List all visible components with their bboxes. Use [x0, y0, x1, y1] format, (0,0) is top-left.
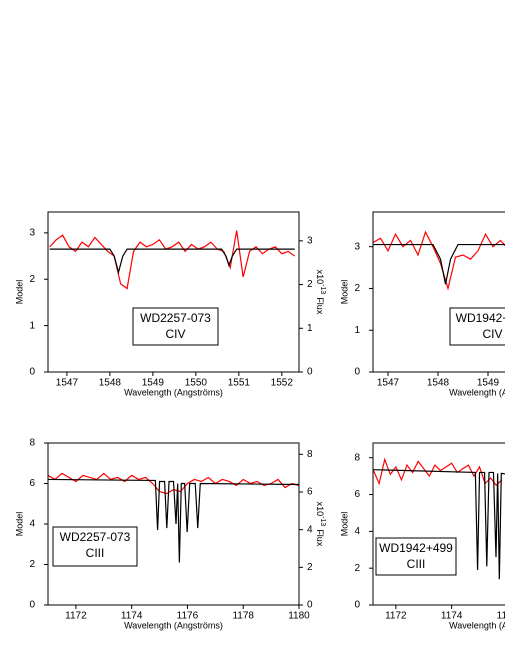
y-tick-label: 0	[29, 600, 35, 611]
x-tick-label: 1548	[99, 378, 122, 389]
x-tick-label: 1176	[177, 611, 199, 622]
x-axis-label: Wavelength (Angströms)	[124, 387, 223, 397]
x-tick-label: 1174	[441, 611, 463, 622]
y-tick-label: 1	[354, 325, 360, 336]
y-axis-label: Model	[339, 280, 349, 305]
annotation-text: WD1942+499	[456, 311, 505, 325]
panel: 0 2 4 6 8 1172 1174 1176 1178 1180 Wavelength (Ang…	[14, 438, 326, 631]
x-tick-label: 1550	[185, 378, 208, 389]
y2-tick-label: 2	[307, 562, 313, 573]
y2-label-exp: -13	[319, 284, 326, 294]
x-tick-label: 1547	[377, 378, 400, 389]
panel: 0 1 2 3 1547 1548 1549 1550 1551 1552 Wavelength (…	[14, 211, 327, 397]
x-tick-label: 1180	[288, 611, 310, 622]
plot-frame	[372, 211, 505, 373]
x-tick-label: 1178	[232, 611, 254, 622]
spectrum-line	[373, 457, 503, 487]
annotation-text: WD2257-073	[60, 530, 131, 544]
y2-label-unit: Flux	[315, 297, 325, 315]
y-tick-label: 6	[29, 478, 35, 489]
x-axis-label: Wavelength (Angströms)	[449, 620, 505, 630]
y-axis-label: Model	[339, 512, 349, 537]
x-tick-label: 1549	[142, 378, 165, 389]
annotation-box	[132, 307, 219, 346]
y-tick-label: 2	[29, 559, 35, 570]
spectrum-line	[48, 478, 299, 563]
spectrum-line	[373, 243, 505, 285]
x-tick-label: 1172	[385, 611, 407, 622]
annotation-text: WD2257-073	[140, 311, 211, 325]
y-axis-label: Model	[14, 280, 24, 305]
annotation-text: CIII	[407, 557, 426, 571]
spectrum-line	[373, 230, 505, 291]
x-tick-label: 1547	[56, 378, 79, 389]
y-tick-label: 2	[354, 563, 360, 574]
plot-frame	[47, 442, 300, 606]
y-tick-label: 2	[354, 283, 360, 294]
x-tick-label: 1552	[271, 378, 294, 389]
y2-axis-label: x10-13 Flux	[315, 270, 327, 315]
annotation-text: WD1942+499	[379, 541, 453, 555]
y2-tick-label: 2	[307, 279, 313, 290]
annotation-box	[449, 307, 505, 346]
y-tick-label: 4	[29, 519, 35, 530]
annotation-text: CIV	[482, 327, 502, 341]
y2-axis-label: x10-13 Flux	[315, 502, 327, 547]
x-axis-label: Wavelength (Angströms)	[449, 387, 505, 397]
x-tick-label: 1174	[121, 611, 143, 622]
panel: 012315471548154915501551Wavelength (Angs…	[339, 211, 505, 397]
x-tick-label: 1172	[65, 611, 87, 622]
annotation-box	[52, 526, 138, 567]
y2-tick-label: 1	[307, 323, 313, 334]
annotation-text: CIII	[86, 546, 105, 560]
y2-tick-label: 6	[307, 487, 313, 498]
y-tick-label: 4	[354, 526, 360, 537]
x-tick-label: 1176	[497, 611, 505, 622]
y-tick-label: 0	[354, 367, 360, 378]
x-tick-label: 1549	[477, 378, 500, 389]
y2-label-exp: -13	[319, 516, 326, 526]
spectrum-line	[49, 230, 296, 290]
y2-tick-label: 3	[307, 235, 313, 246]
y2-label-base: x10	[315, 502, 325, 517]
y-tick-label: 3	[354, 241, 360, 252]
x-tick-label: 1548	[427, 378, 450, 389]
y2-tick-label: 0	[307, 367, 313, 378]
spectrum-line	[373, 469, 505, 580]
y2-tick-label: 0	[307, 600, 313, 611]
x-tick-label: 1551	[228, 378, 251, 389]
y2-tick-label: 4	[307, 524, 313, 535]
y-axis-label: Model	[14, 512, 24, 537]
x-axis-label: Wavelength (Angströms)	[124, 620, 223, 630]
plot-frame	[372, 442, 505, 606]
y-tick-label: 8	[29, 438, 35, 449]
spectrum-line	[49, 248, 295, 275]
y2-tick-label: 8	[307, 449, 313, 460]
plot-frame	[47, 211, 300, 373]
y-tick-label: 1	[29, 320, 35, 331]
annotation-box	[375, 537, 457, 576]
y-tick-label: 0	[354, 600, 360, 611]
y-tick-label: 6	[354, 489, 360, 500]
y-tick-label: 2	[29, 274, 35, 285]
y-tick-label: 0	[29, 367, 35, 378]
y-tick-label: 8	[354, 452, 360, 463]
y-tick-label: 3	[29, 228, 35, 239]
annotation-text: CIV	[165, 327, 185, 341]
y2-label-unit: Flux	[315, 529, 325, 547]
y2-label-base: x10	[315, 270, 325, 285]
